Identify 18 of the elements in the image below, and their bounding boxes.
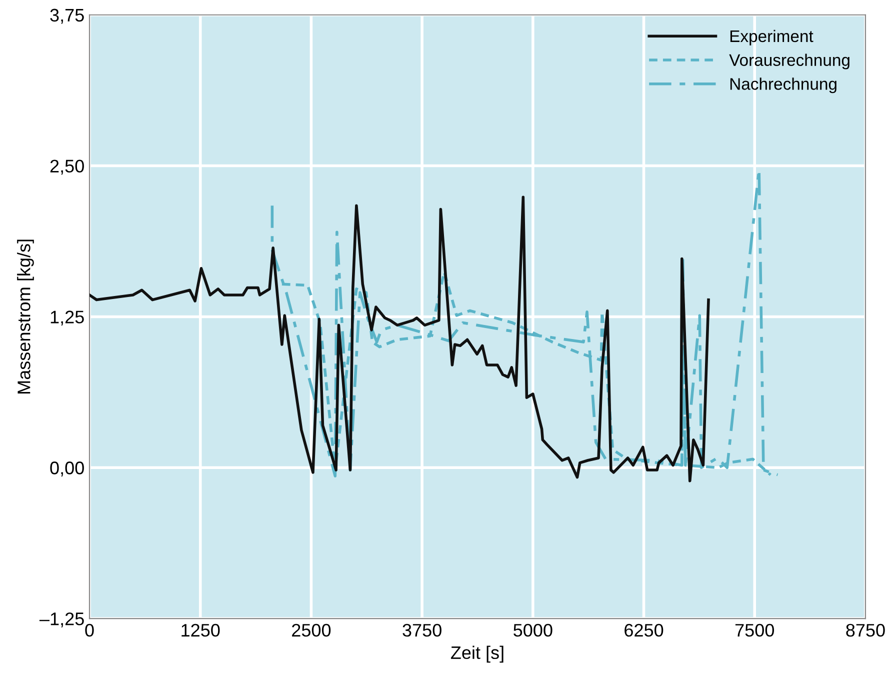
x-tick-label: 8750 xyxy=(846,624,885,637)
x-tick-label: 0 xyxy=(85,624,94,637)
y-tick-label: 3,75 xyxy=(50,8,84,24)
x-tick-label: 1250 xyxy=(182,624,220,637)
x-tick-label: 7500 xyxy=(735,624,774,637)
x-tick-label: 5000 xyxy=(514,624,552,637)
x-tick-label: 3750 xyxy=(402,624,442,637)
y-tick-label: 0,00 xyxy=(50,462,84,476)
x-tick-label: 2500 xyxy=(292,624,331,637)
y-axis-title: Massenstrom [kg/s] xyxy=(17,240,34,394)
legend-label: Experiment xyxy=(730,30,814,46)
legend-label: Vorausrechnung xyxy=(729,54,850,70)
legend-label: Nachrechnung xyxy=(730,78,836,94)
x-axis-title: Zeit [s] xyxy=(450,646,504,663)
y-tick-label: –1,25 xyxy=(39,612,84,628)
y-tick-label: 1,25 xyxy=(50,310,84,326)
x-tick-label: 6250 xyxy=(624,624,664,637)
y-tick-label: 2,50 xyxy=(50,160,84,175)
